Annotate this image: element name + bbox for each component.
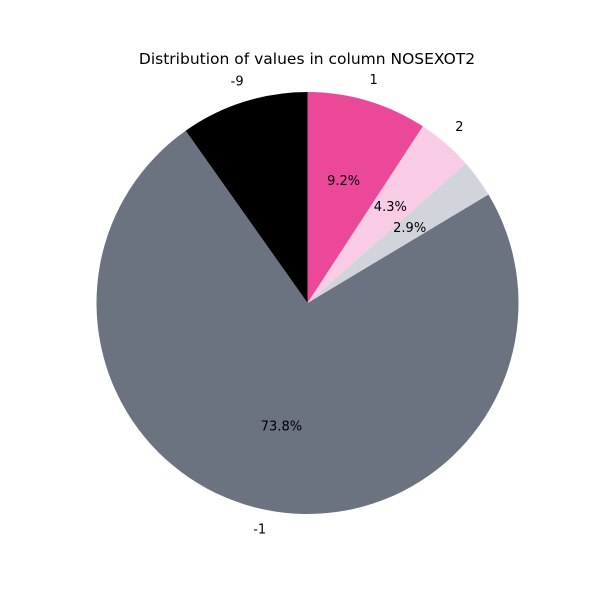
chart-title: Distribution of values in column NOSEXOT… xyxy=(139,50,475,68)
slice-percent-label: 2.9% xyxy=(393,221,426,236)
pie-labels: -9 -1 73.8% 2.9% 2 4.3% 1 9.2% xyxy=(231,73,464,538)
pie-slices xyxy=(96,92,519,514)
slice-category-label: -9 xyxy=(231,74,244,89)
pie-slice xyxy=(307,163,489,303)
slice-category-label: -1 xyxy=(253,523,266,538)
pie-slice xyxy=(307,126,466,303)
slice-percent-label: 73.8% xyxy=(261,419,302,434)
slice-category-label: 2 xyxy=(455,120,463,135)
slice-percent-label: 9.2% xyxy=(327,174,360,189)
pie-slice xyxy=(307,92,423,303)
pie-slice xyxy=(185,92,308,303)
slice-percent-label: 4.3% xyxy=(374,200,407,215)
pie-slice xyxy=(96,130,519,514)
slice-category-label: 1 xyxy=(370,73,378,88)
